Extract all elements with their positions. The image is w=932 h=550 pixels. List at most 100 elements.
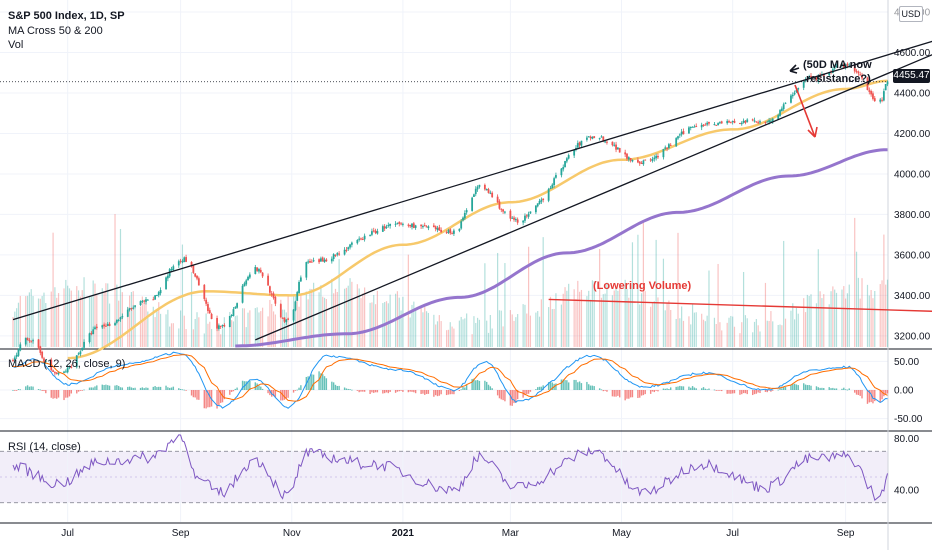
volume-bar [194,318,196,347]
macd-pane-label[interactable]: MACD (12, 26, close, 9) [8,358,126,370]
candle-body [181,261,184,263]
volume-bar [511,314,513,347]
macd-histogram-bar [261,388,264,390]
volume-bar [453,328,455,347]
time-tick-label: Sep [172,528,190,539]
candle-body [629,158,632,161]
macd-histogram-bar [245,381,247,390]
candle-body [757,122,760,124]
volume-bar [243,308,245,347]
macd-histogram-bar [511,390,513,406]
macd-histogram-bar [56,390,58,399]
candle-body [52,370,54,372]
volume-bar [726,322,728,347]
candle-body [702,124,705,126]
ma-indicator-label[interactable]: MA Cross 50 & 200 [8,25,103,37]
volume-bar [411,304,413,347]
macd-histogram-bar [83,389,85,391]
volume-bar [810,294,812,347]
volume-bar [269,299,271,347]
price-tick-label: 4000.00 [894,169,931,180]
macd-signal-line [12,354,888,402]
volume-bar [721,330,723,347]
macd-histogram-bar [230,390,233,392]
volume-bar [566,290,568,347]
candle-body [729,122,732,124]
candle-body [576,143,579,148]
candle-body [471,197,474,211]
rsi-pane-label[interactable]: RSI (14, close) [8,441,81,453]
volume-bar [81,290,83,347]
macd-histogram-bar [409,390,411,392]
candle-body [389,223,392,226]
volume-bar [129,295,131,347]
volume-bar [471,334,473,347]
candle-body [626,153,628,159]
volume-bar [192,329,194,347]
macd-histogram-bar [628,390,630,399]
candle-body [427,226,430,229]
projection-arrowhead [807,126,818,138]
volume-indicator-label[interactable]: Vol [8,39,24,51]
candle-body [420,224,423,227]
candle-body [886,81,889,85]
candle-body [221,325,224,327]
macd-histogram-bar [606,390,608,392]
volume-bar [626,288,628,347]
volume-bar [682,320,685,347]
volume-bar [859,298,861,347]
volume-bar [232,321,235,347]
volume-bar [600,297,603,347]
candle-body [203,284,206,299]
volume-bar [606,282,608,347]
macd-histogram-bar [114,385,116,390]
macd-histogram-bar [693,387,696,390]
macd-histogram-bar [323,376,326,390]
volume-bar [715,323,717,347]
volume-bar [746,318,748,347]
candle-body [170,269,173,271]
macd-histogram-bar [815,386,818,390]
candle-body [726,120,729,124]
candle-body [591,136,594,139]
currency-button[interactable]: USD [899,6,923,22]
volume-bar [728,317,730,347]
volume-bar [413,301,415,347]
volume-bar [435,324,437,347]
candle-body [381,226,384,232]
volume-bar [677,232,679,347]
macd-histogram-bar [425,390,428,395]
volume-bar [260,311,262,347]
volume-bar [223,317,225,347]
candle-body [677,136,679,139]
macd-histogram-bar [551,382,553,390]
price-tick-label: 4400.00 [894,89,931,100]
candle-body [717,123,719,125]
volume-bar [460,316,462,347]
volume-bar [794,319,796,347]
volume-bar [172,323,174,347]
macd-histogram-bar [644,390,646,395]
candle-body [525,215,528,217]
macd-histogram-bar [172,386,175,390]
volume-bar [409,317,411,347]
candle-body [873,98,876,101]
macd-histogram-bar [280,390,282,401]
candle-body [126,309,129,317]
candle-body [560,168,563,176]
volume-bar [318,292,320,347]
candle-body [555,175,557,178]
macd-histogram-bar [178,388,180,390]
macd-histogram-bar [746,390,748,395]
volume-bar [103,291,105,347]
macd-histogram-bar [458,390,461,391]
candle-body [24,337,27,345]
macd-histogram-bar [105,384,107,390]
volume-bar [39,298,41,347]
candle-body [742,120,745,123]
volume-bar [664,310,666,347]
macd-line [12,351,888,409]
volume-trend-arrow [548,298,932,312]
macd-histogram-bar [797,385,799,390]
